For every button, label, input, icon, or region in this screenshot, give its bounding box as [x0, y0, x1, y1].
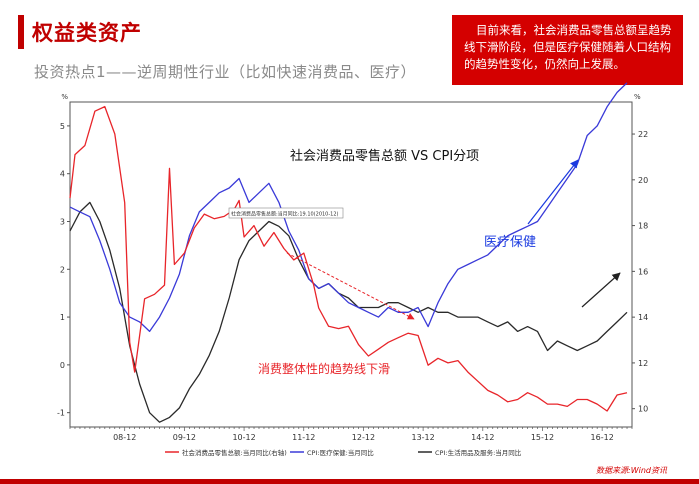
consumption-trend-arrow [286, 252, 415, 320]
right-axis-tick-label: 12 [638, 359, 648, 368]
legend-label: 社会消费品零售总额:当月同比(右轴) [182, 448, 287, 457]
x-axis-tick-label: 14-12 [471, 433, 494, 442]
left-axis-tick-label: -1 [57, 409, 65, 418]
tooltip-text: 社会消费品零售总额:当月同比:19.10(2010-12) [231, 211, 339, 218]
medical-label: 医疗保健 [484, 235, 536, 250]
x-axis-tick-label: 15-12 [531, 433, 554, 442]
title-accent-bar [18, 15, 24, 49]
daily-goods-trend-arrow [581, 272, 621, 308]
series-group [69, 82, 628, 423]
right-axis-tick-label: 22 [638, 130, 648, 139]
right-axis-unit: % [634, 93, 641, 101]
chart-title: 社会消费品零售总额 VS CPI分项 [290, 148, 479, 164]
x-axis-tick-label: 09-12 [173, 433, 196, 442]
right-axis-tick-label: 20 [638, 176, 648, 185]
retail-sales-line [69, 105, 628, 412]
legend-label: CPI:医疗保健:当月同比 [307, 448, 374, 457]
left-axis-unit: % [61, 93, 68, 101]
medical-cpi-line [69, 82, 628, 333]
footer-line [0, 479, 699, 484]
x-axis-tick-label: 11-12 [292, 433, 315, 442]
medical-trend-arrow [527, 159, 579, 225]
left-axis-tick-label: 3 [60, 217, 65, 226]
x-axis-tick-label: 08-12 [113, 433, 136, 442]
x-axis-tick-label: 12-12 [352, 433, 375, 442]
page-subtitle: 投资热点1——逆周期性行业（比如快速消费品、医疗） [34, 63, 417, 81]
legend-label: CPI:生活用品及服务:当月同比 [435, 448, 522, 457]
right-axis-tick-label: 14 [638, 313, 648, 322]
legend: 社会消费品零售总额:当月同比(右轴) CPI:医疗保健:当月同比 CPI:生活用品及… [165, 448, 522, 457]
left-axis-tick-label: 1 [60, 313, 65, 322]
tooltip: 社会消费品零售总额:当月同比:19.10(2010-12) [228, 207, 344, 219]
source-note: 数据来源:Wind资讯 [596, 466, 667, 475]
right-axis-tick-label: 16 [638, 267, 648, 276]
x-axis-tick-label: 16-12 [591, 433, 614, 442]
plot-frame [69, 101, 633, 428]
tooltip-box [228, 207, 344, 219]
note-box: 目前来看，社会消费品零售总额呈趋势线下滑阶段，但是医疗保健随着人口结构的趋势性变… [452, 15, 683, 85]
left-axis-tick-label: 2 [60, 265, 65, 274]
left-axis-tick-label: 4 [60, 170, 65, 179]
x-axis-tick-label: 13-12 [411, 433, 434, 442]
daily-goods-cpi-line [69, 201, 628, 423]
page-title: 权益类资产 [32, 21, 142, 45]
right-axis-tick-label: 10 [638, 405, 648, 414]
left-axis-tick-label: 5 [60, 122, 65, 131]
right-axis-tick-label: 18 [638, 222, 648, 231]
left-axis-tick-label: 0 [60, 361, 65, 370]
x-axis-tick-label: 10-12 [232, 433, 255, 442]
consumption-label: 消费整体性的趋势线下滑 [258, 361, 390, 376]
